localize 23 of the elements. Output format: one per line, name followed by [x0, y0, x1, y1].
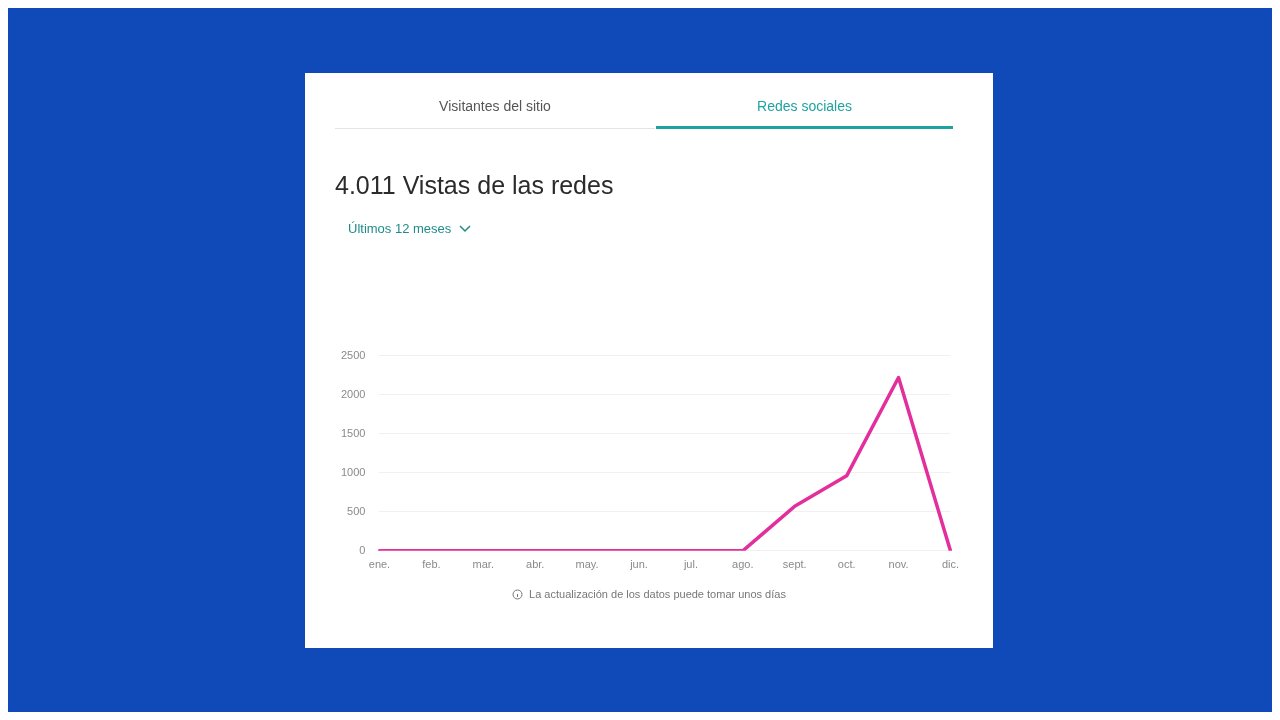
- x-tick-label: nov.: [888, 558, 909, 571]
- y-tick-label: 2500: [340, 348, 366, 361]
- x-tick-label: oct.: [837, 558, 856, 571]
- x-tick-label: dic.: [941, 558, 959, 571]
- chart-title: 4.011 Vistas de las redes: [335, 171, 614, 200]
- x-tick-label: jun.: [629, 558, 648, 571]
- x-tick-label: ene.: [368, 558, 391, 571]
- x-tick-label: jul.: [682, 558, 698, 571]
- text: La actualización de los datos puede tomar unos días: [529, 588, 786, 600]
- x-tick-label: abr.: [526, 558, 545, 571]
- x-tick-label: mar.: [472, 558, 494, 571]
- x-tick-label: may.: [575, 558, 599, 571]
- text: Redes sociales: [656, 73, 953, 129]
- y-tick-label: 500: [347, 504, 366, 517]
- x-tick-label: sept.: [782, 558, 807, 571]
- y-tick-label: 1500: [340, 426, 366, 439]
- text: Visitantes del sitio: [335, 73, 655, 129]
- x-tick-label: feb.: [422, 558, 441, 571]
- text: Últimos 12 meses: [348, 221, 452, 236]
- y-tick-label: 0: [359, 543, 366, 556]
- y-tick-label: 1000: [340, 465, 366, 478]
- y-tick-label: 2000: [340, 387, 366, 400]
- x-tick-label: ago.: [732, 558, 754, 571]
